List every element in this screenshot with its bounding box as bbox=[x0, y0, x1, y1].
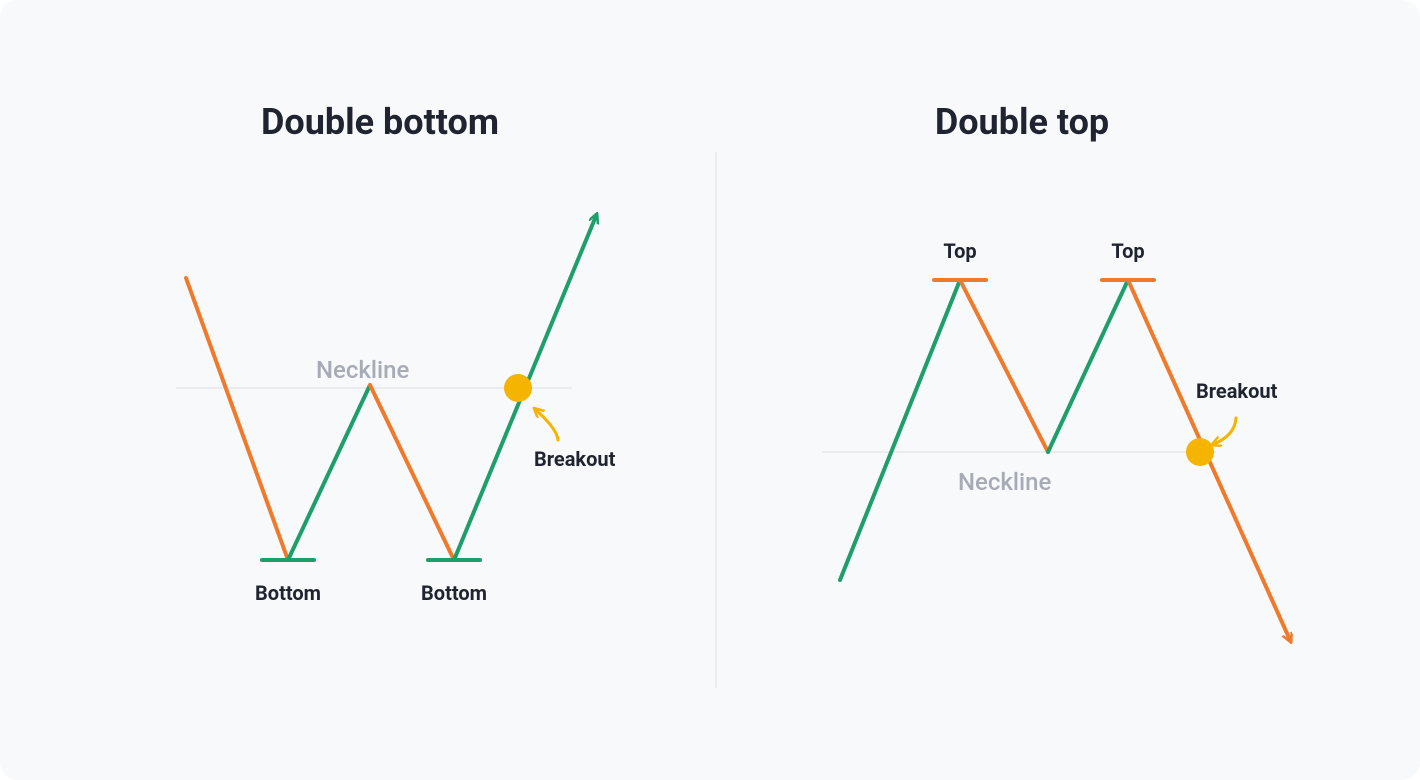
double-top-neckline-label: Neckline bbox=[958, 468, 1052, 496]
dt-breakout-dot bbox=[1186, 438, 1214, 466]
dt-seg-up-2 bbox=[1048, 280, 1128, 452]
db-seg-down-2 bbox=[370, 385, 454, 560]
db-breakout-arrow bbox=[536, 410, 558, 440]
dt-top-label-2: Top bbox=[1111, 239, 1144, 263]
db-breakout-dot bbox=[504, 374, 532, 402]
diagram-canvas: Double bottom Neckline Bottom Bottom Breakou… bbox=[0, 0, 1420, 780]
db-seg-up-1 bbox=[288, 385, 370, 560]
dt-breakout-arrow bbox=[1214, 418, 1236, 444]
double-bottom-neckline-label: Neckline bbox=[316, 356, 410, 384]
double-bottom-title: Double bottom bbox=[261, 101, 499, 143]
diagram-svg: Double bottom Neckline Bottom Bottom Breakou… bbox=[0, 0, 1420, 780]
dt-breakout-label: Breakout bbox=[1196, 379, 1278, 403]
dt-seg-down-1 bbox=[960, 280, 1048, 452]
db-bottom-label-2: Bottom bbox=[421, 581, 487, 605]
db-breakout-label: Breakout bbox=[534, 447, 616, 471]
dt-seg-up-1 bbox=[840, 280, 960, 580]
db-seg-down-1 bbox=[186, 278, 288, 560]
double-top-title: Double top bbox=[935, 101, 1109, 143]
dt-top-label-1: Top bbox=[943, 239, 976, 263]
db-bottom-label-1: Bottom bbox=[255, 581, 321, 605]
